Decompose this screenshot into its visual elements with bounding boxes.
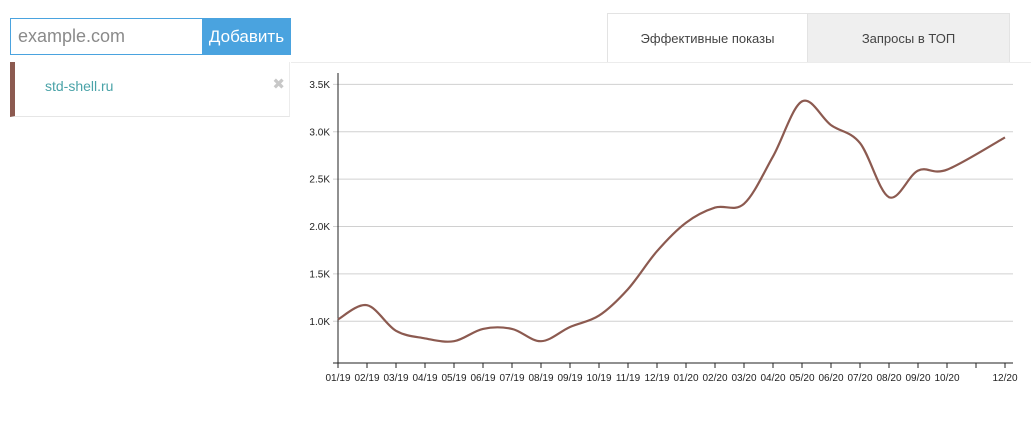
data-point xyxy=(915,168,921,174)
data-point xyxy=(799,98,805,104)
data-point xyxy=(538,338,544,344)
data-point xyxy=(451,338,457,344)
data-point xyxy=(944,167,950,173)
data-point xyxy=(828,122,834,128)
data-point xyxy=(1002,134,1008,140)
y-tick-label: 3.5K xyxy=(309,80,330,91)
x-tick-label: 04/19 xyxy=(412,373,437,384)
data-point xyxy=(567,324,573,330)
domain-link[interactable]: std-shell.ru xyxy=(45,78,114,94)
x-tick-label: 06/19 xyxy=(470,373,495,384)
tab-effective-impressions[interactable]: Эффективные показы xyxy=(607,13,808,63)
data-point xyxy=(857,140,863,146)
series-line xyxy=(337,99,1006,343)
x-tick-label: 03/19 xyxy=(383,373,408,384)
close-icon[interactable]: ✖ xyxy=(272,76,285,93)
data-point xyxy=(596,313,602,319)
x-tick-label: 07/19 xyxy=(499,373,524,384)
metric-tabs: Эффективные показы Запросы в ТОП xyxy=(607,13,1010,63)
data-point xyxy=(770,153,776,159)
domain-input[interactable] xyxy=(10,18,202,55)
x-tick-label: 08/19 xyxy=(528,373,553,384)
x-tick-label: 05/20 xyxy=(789,373,814,384)
tab-top-queries[interactable]: Запросы в ТОП xyxy=(808,13,1010,63)
x-tick-label: 12/20 xyxy=(992,373,1017,384)
x-tick-label: 01/19 xyxy=(325,373,350,384)
y-tick-label: 1.5K xyxy=(309,269,330,280)
x-tick-label: 05/19 xyxy=(441,373,466,384)
x-tick-label: 07/20 xyxy=(847,373,872,384)
x-tick-label: 09/20 xyxy=(905,373,930,384)
data-point xyxy=(364,302,370,308)
data-point xyxy=(683,220,689,226)
y-tick-label: 2.5K xyxy=(309,175,330,186)
data-point xyxy=(654,248,660,254)
data-point xyxy=(480,326,486,332)
data-point xyxy=(509,326,515,332)
x-tick-label: 01/20 xyxy=(673,373,698,384)
data-point xyxy=(335,316,341,322)
x-tick-label: 10/20 xyxy=(934,373,959,384)
x-tick-label: 06/20 xyxy=(818,373,843,384)
data-point xyxy=(886,194,892,200)
domain-list-item[interactable]: std-shell.ru ✖ xyxy=(10,62,290,117)
x-tick-label: 02/20 xyxy=(702,373,727,384)
y-tick-label: 1.0K xyxy=(309,317,330,328)
x-tick-label: 08/20 xyxy=(876,373,901,384)
x-tick-label: 03/20 xyxy=(731,373,756,384)
x-tick-label: 11/19 xyxy=(616,373,641,384)
x-tick-label: 12/19 xyxy=(644,373,669,384)
data-point xyxy=(712,205,718,211)
impressions-line-chart: 1.0K 1.5K 2.0K 2.5K 3.0K 3.5K 01/19 02/19 03/19 0… xyxy=(309,73,1018,384)
data-point xyxy=(625,286,631,292)
chart-divider xyxy=(291,62,1031,63)
data-point xyxy=(741,201,747,207)
data-point xyxy=(422,335,428,341)
x-tick-label: 02/19 xyxy=(354,373,379,384)
y-tick-label: 3.0K xyxy=(309,127,330,138)
add-domain-form: Добавить xyxy=(10,18,291,55)
x-tick-label: 10/19 xyxy=(586,373,611,384)
data-point xyxy=(393,328,399,334)
x-tick-label: 04/20 xyxy=(760,373,785,384)
x-tick-label: 09/19 xyxy=(557,373,582,384)
add-button[interactable]: Добавить xyxy=(202,18,291,55)
y-tick-label: 2.0K xyxy=(309,222,330,233)
